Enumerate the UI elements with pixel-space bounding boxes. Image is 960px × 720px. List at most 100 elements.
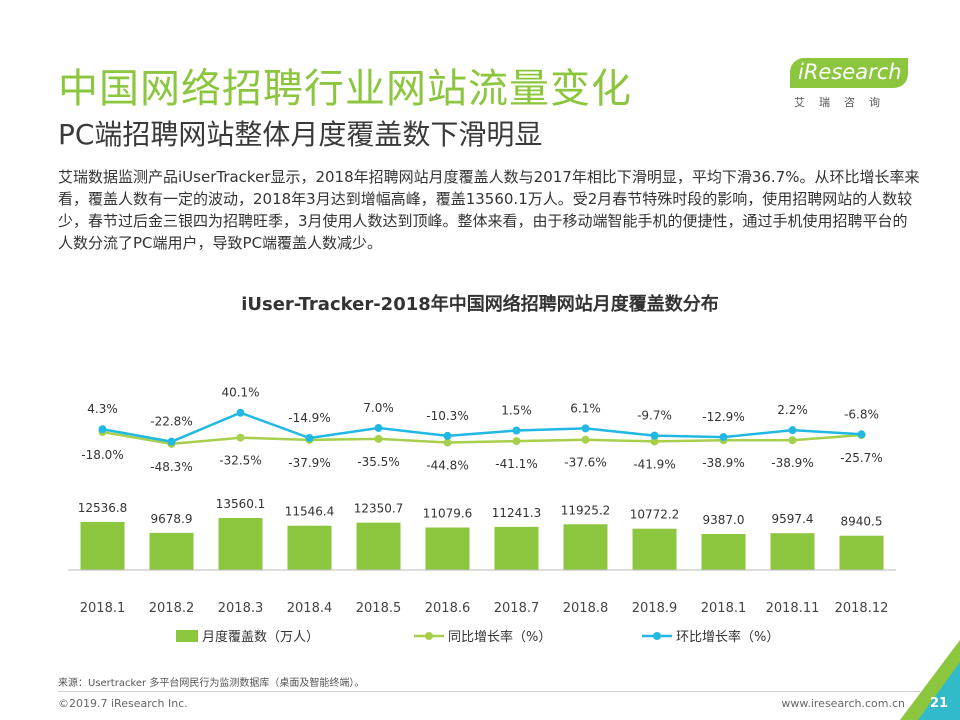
mom-label-8: 6.1% (570, 401, 601, 415)
mom-point-4 (305, 434, 314, 443)
mom-point-1 (98, 425, 107, 434)
iresearch-logo: iResearch 艾瑞咨询 (790, 50, 920, 110)
mom-label-4: -14.9% (288, 411, 330, 425)
bar-label-4: 11546.4 (285, 505, 335, 519)
mom-label-1: 4.3% (87, 402, 118, 416)
x-tick-label-2: 2018.2 (149, 601, 195, 616)
yoy-label-6: -44.8% (426, 459, 468, 473)
page-number: 21 (930, 696, 949, 711)
yoy-label-3: -32.5% (219, 454, 261, 468)
yoy-line (102, 430, 862, 446)
mom-label-5: 7.0% (363, 401, 394, 415)
bar-11 (770, 533, 815, 570)
yoy-label-11: -38.9% (771, 456, 813, 470)
logo-text: iResearch (798, 60, 902, 84)
bar-label-2: 9678.9 (151, 512, 193, 526)
yoy-label-1: -18.0% (81, 448, 123, 462)
mom-point-7 (512, 426, 521, 435)
mom-point-10 (719, 433, 728, 442)
mom-line (102, 411, 862, 443)
x-tick-label-4: 2018.4 (287, 601, 333, 616)
mom-label-9: -9.7% (637, 409, 672, 423)
yoy-label-2: -48.3% (150, 460, 192, 474)
bar-12 (839, 535, 884, 570)
mom-label-2: -22.8% (150, 415, 192, 429)
bar-label-8: 11925.2 (561, 503, 611, 517)
yoy-label-8: -37.6% (564, 456, 606, 470)
description-paragraph: 艾瑞数据监测产品iUserTracker显示，2018年招聘网站月度覆盖人数与2… (58, 168, 920, 252)
legend-bar-label: 月度覆盖数（万人） (202, 629, 319, 645)
x-tick-label-12: 2018.12 (835, 601, 889, 616)
bar-5 (356, 522, 401, 570)
mom-label-6: -10.3% (426, 409, 468, 423)
mom-point-2 (167, 437, 176, 446)
mom-label-10: -12.9% (702, 410, 744, 424)
yoy-point-11 (788, 436, 797, 445)
bar-4 (287, 525, 332, 570)
yoy-point-3 (236, 433, 245, 442)
mom-point-9 (650, 431, 659, 440)
copyright-text: ©2019.7 iResearch Inc. (58, 697, 188, 710)
footer-divider (58, 691, 920, 692)
x-tick-label-10: 2018.1 (701, 601, 747, 616)
website-link[interactable]: www.iresearch.com.cn (781, 697, 905, 710)
yoy-label-9: -41.9% (633, 457, 675, 471)
yoy-label-10: -38.9% (702, 456, 744, 470)
x-tick-label-3: 2018.3 (218, 601, 264, 616)
bar-8 (563, 524, 608, 570)
bar-3 (218, 518, 263, 570)
bar-label-5: 12350.7 (354, 502, 404, 516)
legend-mom-label: 环比增长率（%） (676, 629, 779, 645)
bar-9 (632, 528, 677, 570)
legend-yoy-marker (425, 632, 433, 640)
x-tick-label-11: 2018.11 (766, 601, 820, 616)
yoy-point-8 (581, 435, 590, 444)
mom-label-7: 1.5% (501, 403, 532, 417)
page-subtitle: PC端招聘网站整体月度覆盖数下滑明显 (58, 118, 543, 151)
bar-label-6: 11079.6 (423, 507, 473, 521)
logo-badge (790, 58, 908, 88)
source-note: 来源：Usertracker 多平台网民行为监测数据库（桌面及智能终端）。 (58, 678, 365, 689)
bar-label-7: 11241.3 (492, 506, 542, 520)
yoy-label-5: -35.5% (357, 455, 399, 469)
coverage-chart: 12536.8 9678.9 13560.1 11546.4 12350.7 11079.… (68, 386, 896, 645)
bar-label-10: 9387.0 (703, 513, 745, 527)
legend-mom-marker (653, 632, 661, 640)
chart-title: iUser-Tracker-2018年中国网络招聘网站月度覆盖数分布 (241, 294, 719, 315)
mom-label-11: 2.2% (777, 403, 808, 417)
x-tick-label-9: 2018.9 (632, 601, 678, 616)
yoy-label-4: -37.9% (288, 456, 330, 470)
bar-label-11: 9597.4 (772, 512, 814, 526)
bar-10 (701, 534, 746, 570)
mom-point-8 (581, 424, 590, 433)
mom-point-11 (788, 426, 797, 435)
yoy-label-12: -25.7% (840, 451, 882, 465)
x-tick-label-1: 2018.1 (80, 601, 126, 616)
bar-label-12: 8940.5 (841, 515, 883, 529)
mom-point-6 (443, 431, 452, 440)
x-tick-label-5: 2018.5 (356, 601, 402, 616)
yoy-label-7: -41.1% (495, 457, 537, 471)
bar-label-3: 13560.1 (216, 497, 266, 511)
mom-label-12: -6.8% (844, 407, 879, 421)
bar-2 (149, 532, 194, 570)
x-tick-label-7: 2018.7 (494, 601, 540, 616)
yoy-point-6 (443, 438, 452, 447)
yoy-point-9 (650, 437, 659, 446)
logo-subtext: 艾瑞咨询 (794, 96, 894, 109)
yoy-point-7 (512, 437, 521, 446)
bar-1 (80, 521, 125, 570)
yoy-point-5 (374, 434, 383, 443)
mom-point-12 (857, 430, 866, 439)
mom-label-3: 40.1% (221, 386, 259, 400)
bar-6 (425, 527, 470, 570)
bar-label-1: 12536.8 (78, 501, 128, 515)
legend-yoy-label: 同比增长率（%） (448, 629, 551, 645)
mom-point-5 (374, 423, 383, 432)
mom-point-3 (236, 408, 245, 417)
x-tick-label-6: 2018.6 (425, 601, 471, 616)
corner-decoration (900, 640, 960, 720)
bar-label-9: 10772.2 (630, 508, 680, 522)
page-title: 中国网络招聘行业网站流量变化 (58, 66, 632, 112)
bar-7 (494, 526, 539, 570)
